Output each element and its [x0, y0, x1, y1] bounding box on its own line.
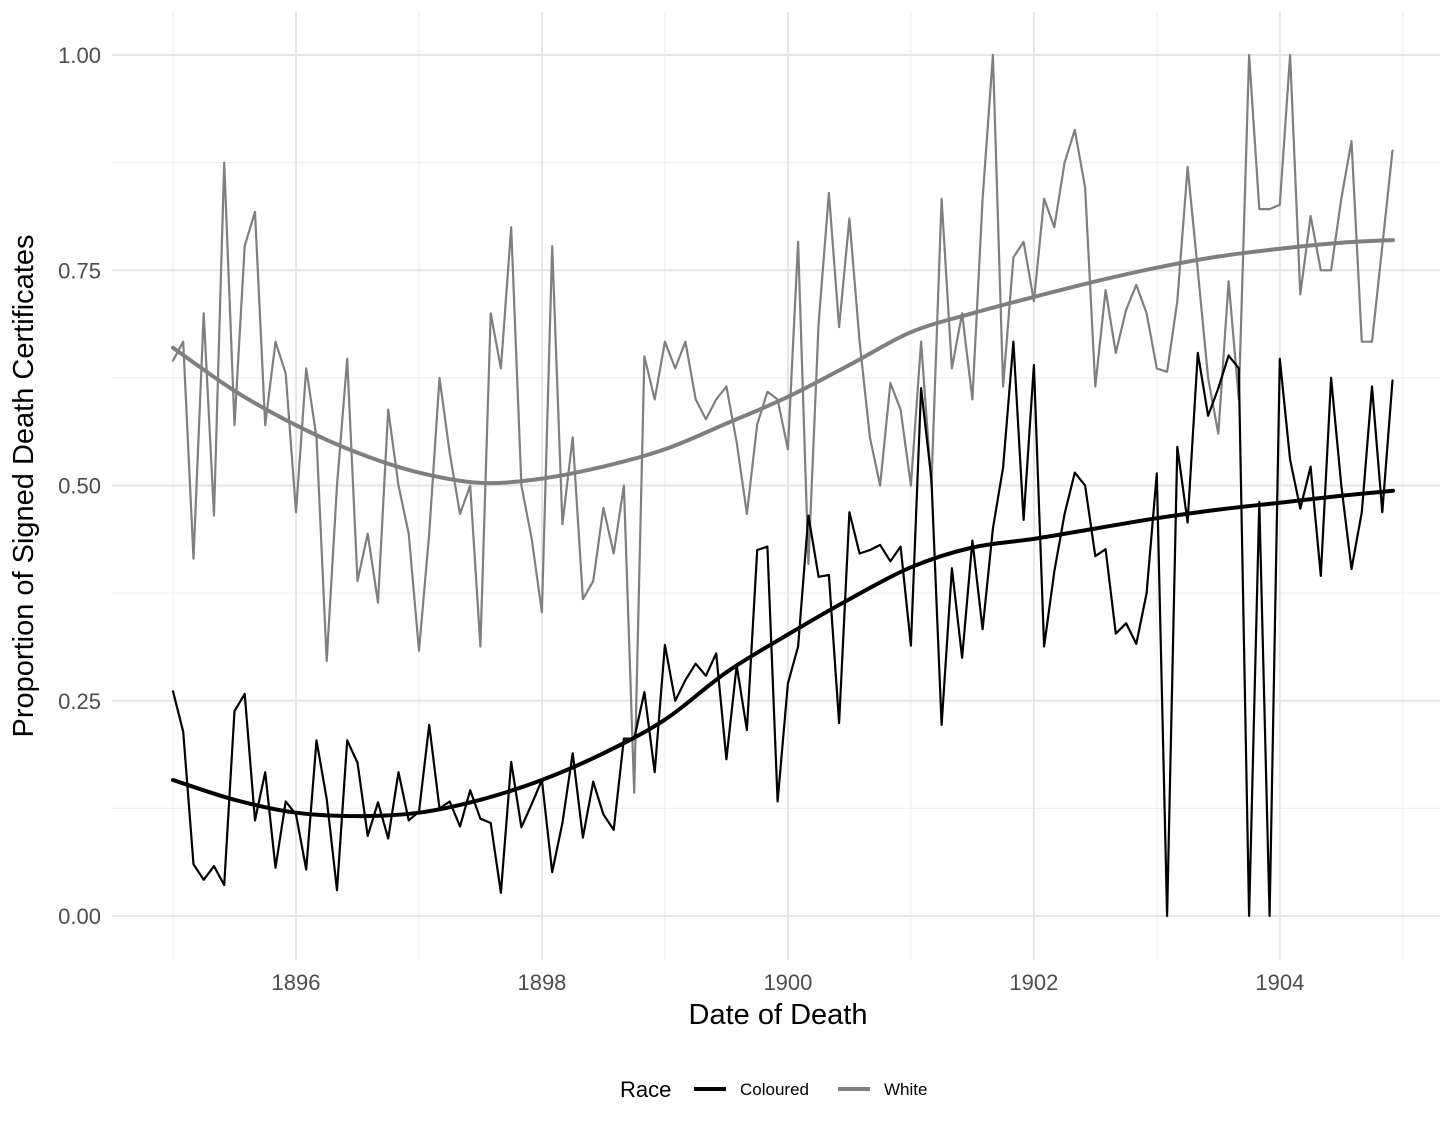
series-line-white [171, 53, 1394, 794]
y-axis-title: Proportion of Signed Death Certificates [8, 235, 40, 738]
legend: Race Coloured White [620, 1077, 927, 1102]
grid [112, 12, 1440, 960]
trend-line-white [171, 238, 1395, 486]
y-axis-ticks: 0.00 0.25 0.50 0.75 1.00 [58, 43, 101, 929]
legend-label-coloured: Coloured [740, 1080, 809, 1099]
series-line-coloured [171, 340, 1394, 918]
y-tick-label: 0.00 [58, 904, 101, 929]
x-tick-label: 1900 [763, 970, 812, 995]
y-tick-label: 0.75 [58, 258, 101, 283]
series-lines [171, 53, 1395, 918]
x-axis-ticks: 1896 1898 1900 1902 1904 [272, 970, 1305, 995]
legend-title: Race [620, 1077, 671, 1102]
x-tick-label: 1898 [517, 970, 566, 995]
x-tick-label: 1902 [1009, 970, 1058, 995]
x-tick-label: 1904 [1255, 970, 1304, 995]
legend-label-white: White [884, 1080, 927, 1099]
y-tick-label: 0.50 [58, 474, 101, 499]
y-tick-label: 0.25 [58, 689, 101, 714]
y-tick-label: 1.00 [58, 43, 101, 68]
trend-line-coloured [171, 488, 1395, 819]
x-tick-label: 1896 [272, 970, 321, 995]
x-axis-title: Date of Death [689, 999, 868, 1031]
